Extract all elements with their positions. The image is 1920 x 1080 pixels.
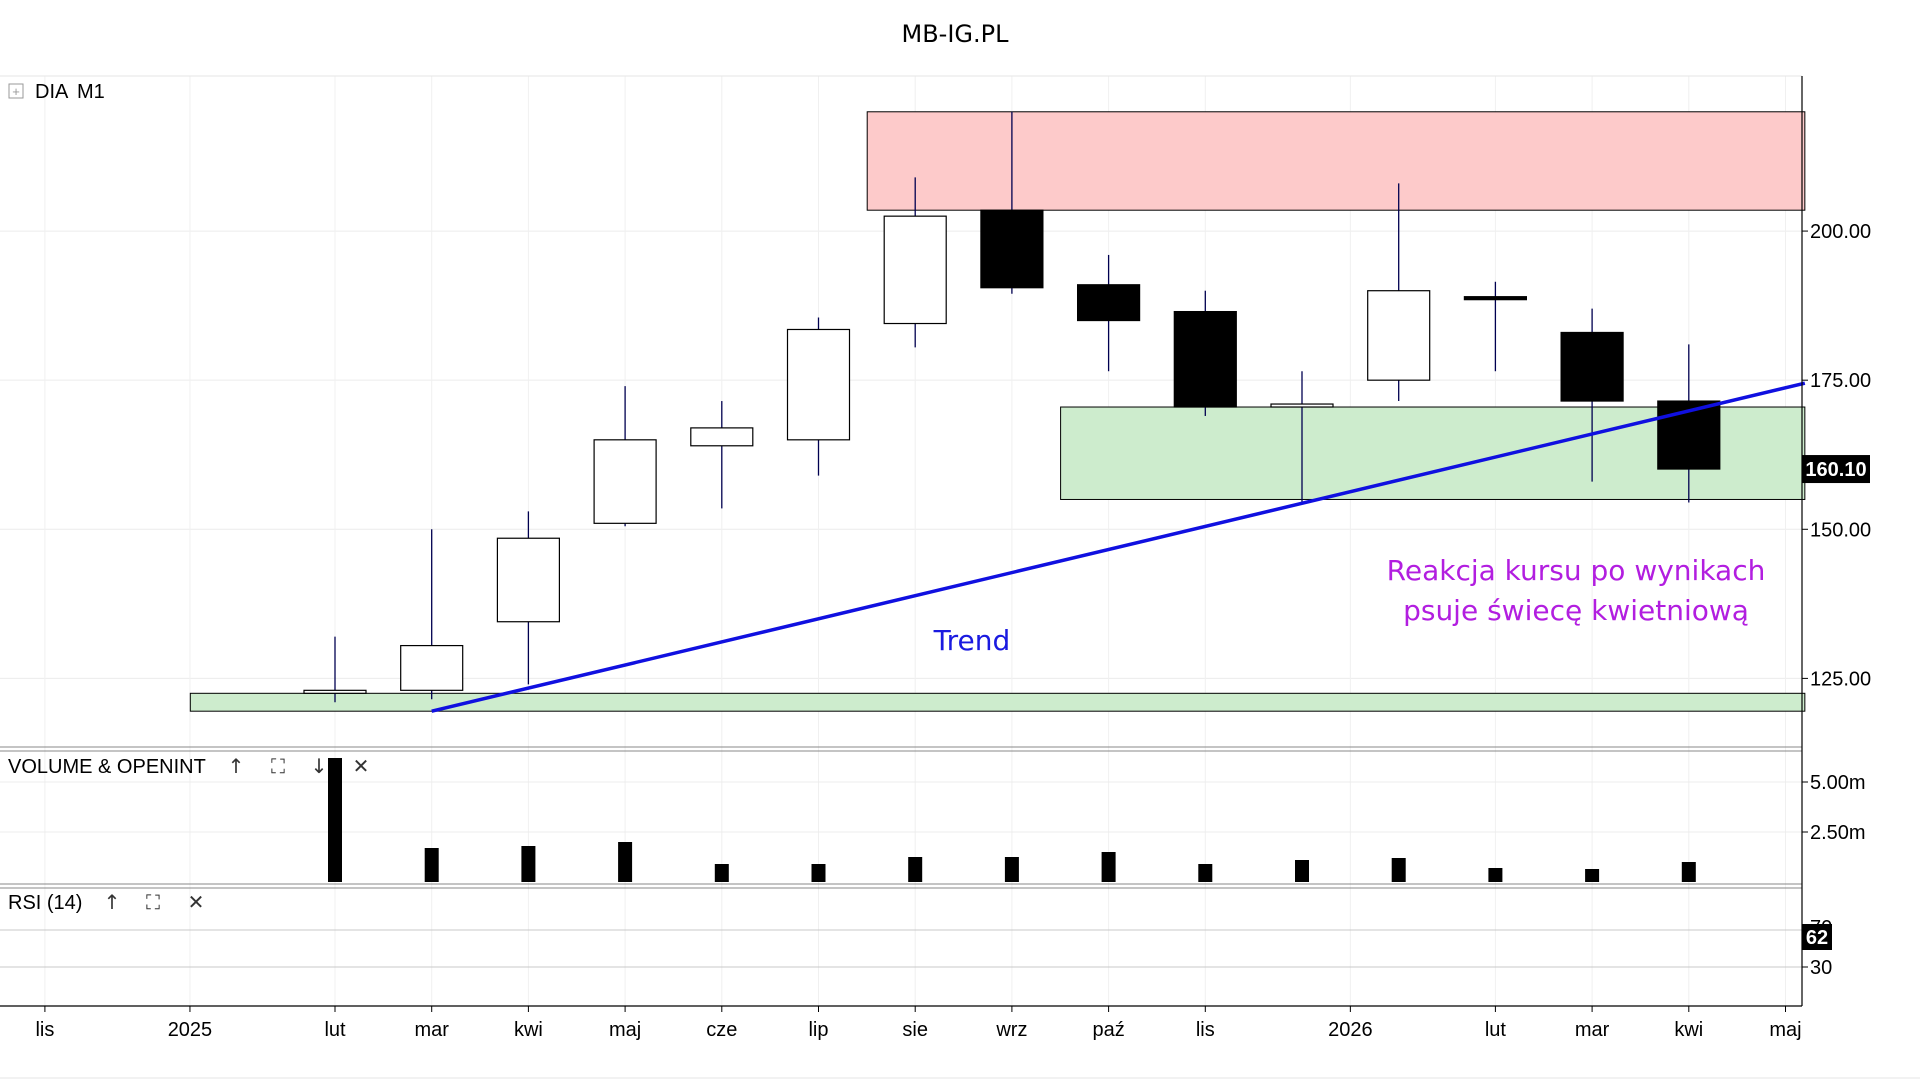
- rsi-value-badge: [1802, 924, 1832, 950]
- volume-bar: [1004, 857, 1019, 882]
- time-tick-label: mar: [1575, 1019, 1610, 1041]
- volume-gridlines: [0, 781, 1802, 833]
- volume-bar: [1198, 864, 1213, 882]
- volume-panel: 5.00m 2.50m VOLUME & OPENINT ↑ ⛶ ↓ ✕: [0, 746, 1866, 882]
- volume-bar: [1391, 858, 1406, 882]
- note-annotation-line1: Reakcja kursu po wynikach: [1387, 554, 1766, 587]
- volume-bar: [714, 864, 729, 882]
- candle-body: [1173, 310, 1237, 408]
- candle-body: [1367, 290, 1431, 381]
- expand-toggle-box[interactable]: [8, 83, 24, 99]
- price-tick-label: 125.00: [1810, 668, 1871, 690]
- candle-body: [1463, 296, 1528, 301]
- time-tick-label: lip: [808, 1019, 828, 1041]
- trend-line: [431, 381, 1806, 713]
- time-tick-label: maj: [1769, 1019, 1801, 1041]
- candle-body: [303, 689, 367, 694]
- volume-bar: [1681, 862, 1696, 882]
- time-tick-label: lis: [1196, 1019, 1215, 1041]
- candle-body: [1270, 403, 1334, 408]
- volume-move-down-icon[interactable]: ↓: [311, 754, 328, 778]
- volume-tick-label: 2.50m: [1810, 822, 1866, 844]
- candle-body: [593, 439, 657, 524]
- time-tick-label: mar: [414, 1019, 449, 1041]
- expand-toggle-icon[interactable]: +: [12, 84, 20, 99]
- rsi-panel-label: RSI (14): [8, 892, 82, 914]
- rsi-value-label: 62: [1806, 927, 1828, 949]
- symbol-header: + DIA M1: [8, 81, 105, 103]
- note-annotation-line2: psuje świecę kwietniową: [1403, 594, 1749, 627]
- candle-body: [690, 427, 754, 447]
- last-price-marker: 160.10: [1802, 455, 1870, 484]
- time-tick-label: paź: [1092, 1019, 1124, 1041]
- candle-body: [980, 209, 1044, 289]
- time-tick-label: 2025: [168, 1019, 213, 1041]
- zone-base: [189, 692, 1806, 712]
- volume-bar: [1488, 868, 1503, 882]
- zone-resistance: [866, 111, 1806, 211]
- volume-bar: [521, 846, 536, 882]
- time-tick-label: maj: [609, 1019, 641, 1041]
- candle-body: [786, 328, 851, 441]
- price-panel: 200.00 175.00 150.00 125.00 160.10 + DIA M1…: [0, 76, 1871, 1006]
- volume-bar: [811, 864, 826, 882]
- rsi-panel: 70 30 62 RSI (14) ↑ ⛶ ✕: [0, 883, 1832, 979]
- volume-bar: [1295, 860, 1309, 882]
- price-tick-label: 150.00: [1810, 519, 1871, 541]
- price-axis: 200.00 175.00 150.00 125.00: [1802, 221, 1871, 690]
- last-price-label: 160.10: [1805, 459, 1866, 481]
- candle-body: [1076, 284, 1141, 322]
- time-tick-label: lut: [324, 1019, 346, 1041]
- price-tick-label: 200.00: [1810, 221, 1871, 243]
- volume-bar: [424, 848, 439, 882]
- volume-close-icon[interactable]: ✕: [353, 754, 370, 778]
- volume-bar: [328, 758, 342, 882]
- time-tick-label: wrz: [995, 1019, 1027, 1041]
- time-tick-label: 2026: [1328, 1019, 1373, 1041]
- volume-bar: [1585, 869, 1600, 882]
- price-gridlines: [0, 76, 1802, 1006]
- time-tick-label: sie: [902, 1019, 928, 1041]
- page-title: MB-IG.PL: [901, 20, 1009, 48]
- time-tick-label: cze: [706, 1019, 737, 1041]
- price-tick-label: 175.00: [1810, 370, 1871, 392]
- trend-annotation: Trend: [933, 624, 1011, 657]
- volume-tick-label: 5.00m: [1810, 772, 1866, 794]
- volume-panel-label: VOLUME & OPENINT: [8, 756, 206, 778]
- volume-maximize-icon[interactable]: ⛶: [270, 754, 286, 778]
- candle-body: [496, 537, 560, 623]
- volume-bar: [1101, 852, 1116, 882]
- interval-label: M1: [77, 81, 105, 103]
- volume-move-up-icon[interactable]: ↑: [228, 754, 245, 778]
- rsi-maximize-icon[interactable]: ⛶: [145, 890, 161, 914]
- symbol-label: DIA: [35, 81, 69, 103]
- volume-bar: [618, 842, 633, 882]
- volume-axis: 5.00m 2.50m: [1802, 772, 1866, 844]
- candle-body: [400, 644, 464, 691]
- time-tick-label: kwi: [514, 1019, 543, 1041]
- time-tick-label: lut: [1485, 1019, 1507, 1041]
- time-axis: lis 2025 lut mar kwi maj cze lip sie wrz paź lis 202…: [35, 1006, 1802, 1041]
- rsi-move-up-icon[interactable]: ↑: [104, 890, 121, 914]
- last-price-badge: [1802, 455, 1870, 484]
- rsi-close-icon[interactable]: ✕: [188, 890, 205, 914]
- volume-bars: [328, 758, 1696, 882]
- time-tick-label: lis: [35, 1019, 54, 1041]
- time-tick-label: kwi: [1674, 1019, 1703, 1041]
- candle-body: [883, 215, 947, 325]
- rsi-tick-30: 30: [1810, 957, 1832, 979]
- candle-body: [1560, 331, 1624, 402]
- volume-bar: [908, 857, 923, 882]
